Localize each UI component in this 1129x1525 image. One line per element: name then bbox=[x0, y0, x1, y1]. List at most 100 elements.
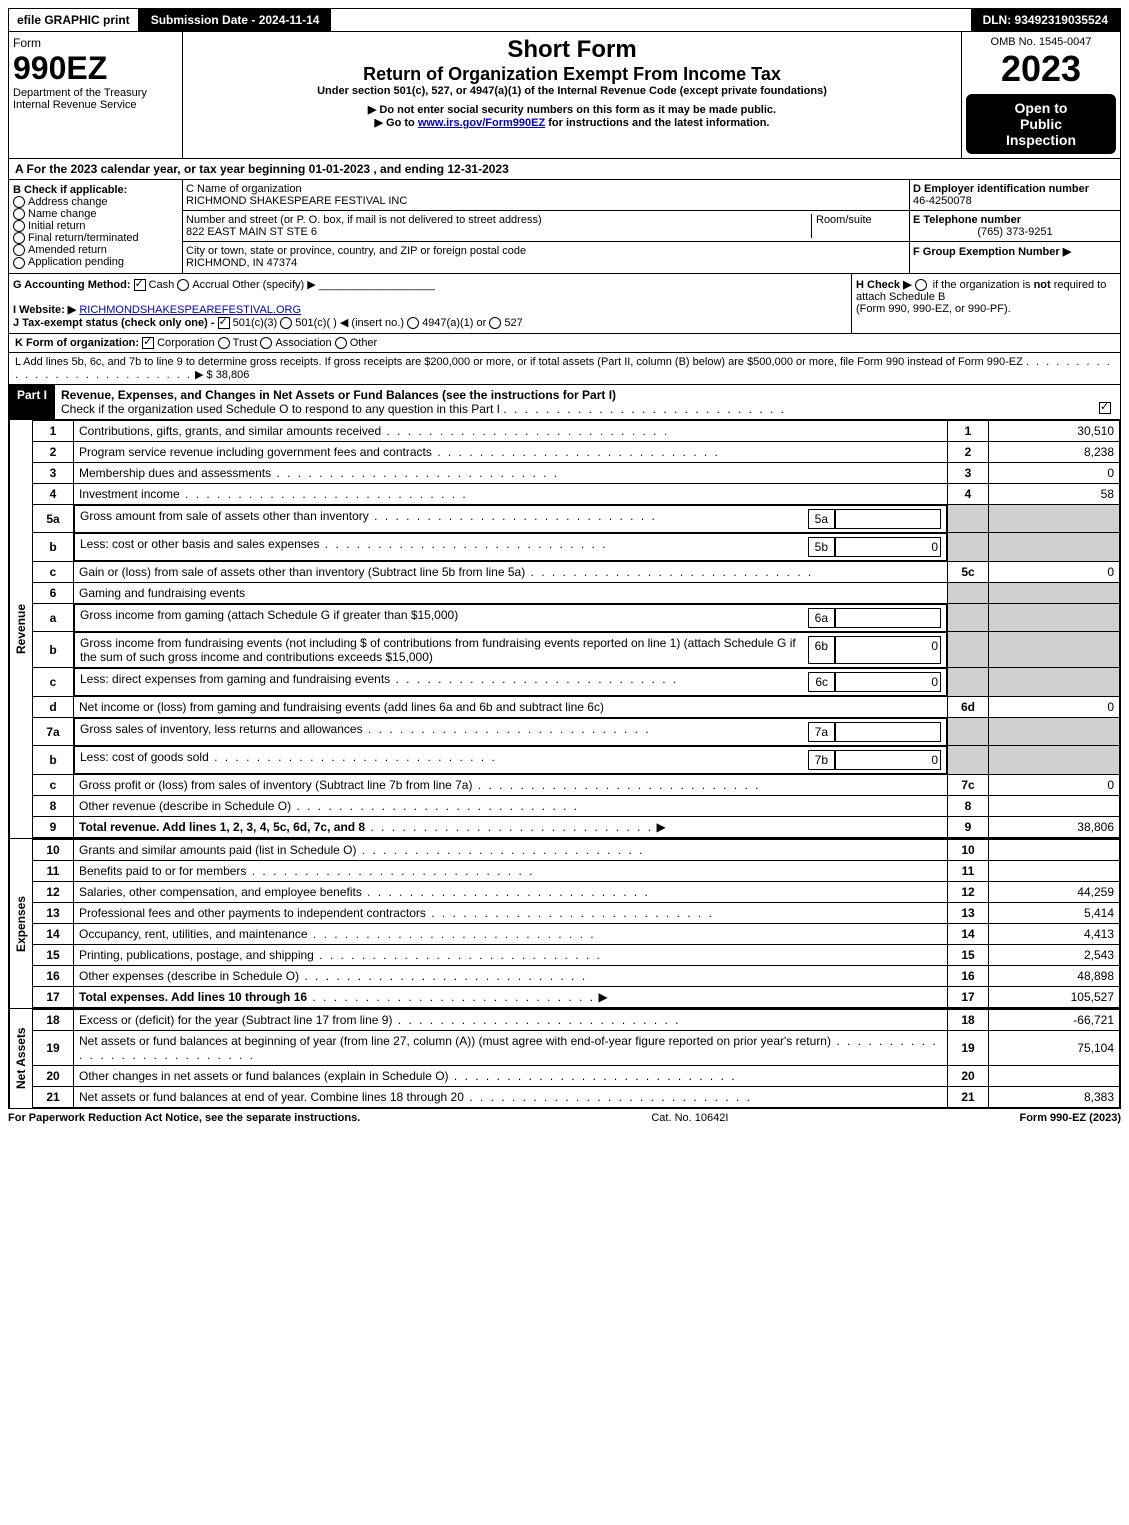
i-label: I Website: ▶ bbox=[13, 304, 76, 316]
l9-d: Total revenue. Add lines 1, 2, 3, 4, 5c,… bbox=[79, 820, 365, 834]
l13-d: Professional fees and other payments to … bbox=[79, 906, 426, 920]
l7a-d: Gross sales of inventory, less returns a… bbox=[80, 722, 363, 736]
l15-a: 2,543 bbox=[989, 944, 1120, 965]
l6d-c: 6d bbox=[948, 696, 989, 717]
501c-checkbox[interactable] bbox=[280, 317, 292, 329]
l-arrow: ▶ $ bbox=[195, 369, 213, 381]
trust-checkbox[interactable] bbox=[218, 337, 230, 349]
l7a-sv bbox=[835, 722, 941, 742]
l1-c: 1 bbox=[948, 420, 989, 441]
footer-post: (2023) bbox=[1086, 1112, 1121, 1124]
l20-d: Other changes in net assets or fund bala… bbox=[79, 1069, 449, 1083]
footer: For Paperwork Reduction Act Notice, see … bbox=[8, 1109, 1121, 1127]
l21-a: 8,383 bbox=[989, 1086, 1120, 1107]
l20-a bbox=[989, 1065, 1120, 1086]
goto-pre: ▶ Go to bbox=[375, 117, 418, 129]
form-label: Form bbox=[13, 36, 178, 50]
revenue-table: 1 Contributions, gifts, grants, and simil… bbox=[32, 420, 1120, 838]
l12-a: 44,259 bbox=[989, 881, 1120, 902]
addr-change-checkbox[interactable] bbox=[13, 196, 25, 208]
org-address: 822 EAST MAIN ST STE 6 bbox=[186, 226, 317, 238]
other-checkbox[interactable] bbox=[335, 337, 347, 349]
l5c-c: 5c bbox=[948, 561, 989, 582]
opt-pending: Application pending bbox=[28, 256, 124, 268]
part1-check-text: Check if the organization used Schedule … bbox=[61, 402, 500, 416]
l6d-d: Net income or (loss) from gaming and fun… bbox=[79, 700, 604, 714]
l17-a: 105,527 bbox=[989, 986, 1120, 1007]
part1-checkbox[interactable] bbox=[1099, 402, 1111, 414]
l9-a: 38,806 bbox=[989, 816, 1120, 837]
h-checkbox[interactable] bbox=[915, 279, 927, 291]
l5c-a: 0 bbox=[989, 561, 1120, 582]
website-link[interactable]: RICHMONDSHAKESPEAREFESTIVAL.ORG bbox=[79, 304, 301, 316]
note-goto: ▶ Go to www.irs.gov/Form990EZ for instru… bbox=[187, 116, 957, 129]
4947-checkbox[interactable] bbox=[407, 317, 419, 329]
l6a-n: a bbox=[33, 603, 74, 632]
l14-a: 4,413 bbox=[989, 923, 1120, 944]
l21-c: 21 bbox=[948, 1086, 989, 1107]
527-checkbox[interactable] bbox=[489, 317, 501, 329]
section-a: A For the 2023 calendar year, or tax yea… bbox=[8, 159, 1121, 180]
l4-n: 4 bbox=[33, 483, 74, 504]
corp-checkbox[interactable] bbox=[142, 337, 154, 349]
l1-n: 1 bbox=[33, 420, 74, 441]
501c3-checkbox[interactable] bbox=[218, 317, 230, 329]
l10-n: 10 bbox=[33, 839, 74, 860]
l19-d: Net assets or fund balances at beginning… bbox=[79, 1034, 831, 1048]
telephone: (765) 373-9251 bbox=[913, 226, 1117, 238]
name-change-checkbox[interactable] bbox=[13, 208, 25, 220]
l6b-sv: 0 bbox=[835, 636, 941, 664]
expenses-label: Expenses bbox=[9, 839, 32, 1008]
cash-checkbox[interactable] bbox=[134, 279, 146, 291]
c-addr-label: Number and street (or P. O. box, if mail… bbox=[186, 214, 542, 226]
l5b-sv: 0 bbox=[835, 537, 941, 557]
info-grid: B Check if applicable: Address change Na… bbox=[8, 180, 1121, 274]
opt-amended: Amended return bbox=[28, 244, 107, 256]
j-d: 527 bbox=[504, 317, 522, 329]
section-c: C Name of organization RICHMOND SHAKESPE… bbox=[183, 180, 909, 273]
l20-n: 20 bbox=[33, 1065, 74, 1086]
j-c: 4947(a)(1) or bbox=[422, 317, 486, 329]
l6c-sv: 0 bbox=[835, 672, 941, 692]
d-label: D Employer identification number bbox=[913, 183, 1089, 195]
l7c-a: 0 bbox=[989, 774, 1120, 795]
l6b-n: b bbox=[33, 632, 74, 668]
l3-a: 0 bbox=[989, 462, 1120, 483]
opt-name: Name change bbox=[28, 208, 97, 220]
l17-d: Total expenses. Add lines 10 through 16 bbox=[79, 990, 307, 1004]
f-label: F Group Exemption Number ▶ bbox=[913, 246, 1071, 258]
irs-label: Internal Revenue Service bbox=[13, 99, 178, 111]
netassets-label: Net Assets bbox=[9, 1009, 32, 1108]
l6a-sn: 6a bbox=[808, 608, 835, 628]
l14-n: 14 bbox=[33, 923, 74, 944]
l13-c: 13 bbox=[948, 902, 989, 923]
irs-link[interactable]: www.irs.gov/Form990EZ bbox=[418, 117, 545, 129]
l7a-n: 7a bbox=[33, 717, 74, 746]
amended-return-checkbox[interactable] bbox=[13, 244, 25, 256]
l18-a: -66,721 bbox=[989, 1009, 1120, 1030]
under-section: Under section 501(c), 527, or 4947(a)(1)… bbox=[187, 85, 957, 97]
assoc-checkbox[interactable] bbox=[260, 337, 272, 349]
expenses-table: 10Grants and similar amounts paid (list … bbox=[32, 839, 1120, 1008]
l15-c: 15 bbox=[948, 944, 989, 965]
l16-n: 16 bbox=[33, 965, 74, 986]
l7b-n: b bbox=[33, 746, 74, 775]
final-return-checkbox[interactable] bbox=[13, 232, 25, 244]
l11-n: 11 bbox=[33, 860, 74, 881]
l5a-sv bbox=[835, 509, 941, 529]
dept-label: Department of the Treasury bbox=[13, 87, 178, 99]
l6b-d: Gross income from fundraising events (no… bbox=[80, 636, 796, 664]
l9-n: 9 bbox=[33, 816, 74, 837]
l8-c: 8 bbox=[948, 795, 989, 816]
l4-d: Investment income bbox=[79, 487, 180, 501]
revenue-block: Revenue 1Contributions, gifts, grants, a… bbox=[8, 420, 1121, 839]
app-pending-checkbox[interactable] bbox=[13, 257, 25, 269]
initial-return-checkbox[interactable] bbox=[13, 220, 25, 232]
l21-d: Net assets or fund balances at end of ye… bbox=[79, 1090, 464, 1104]
e-label: E Telephone number bbox=[913, 214, 1021, 226]
org-city: RICHMOND, IN 47374 bbox=[186, 257, 297, 269]
l1-d: Contributions, gifts, grants, and simila… bbox=[79, 424, 381, 438]
accrual-checkbox[interactable] bbox=[177, 279, 189, 291]
section-b-label: B Check if applicable: bbox=[13, 184, 127, 196]
section-b: B Check if applicable: Address change Na… bbox=[9, 180, 183, 273]
